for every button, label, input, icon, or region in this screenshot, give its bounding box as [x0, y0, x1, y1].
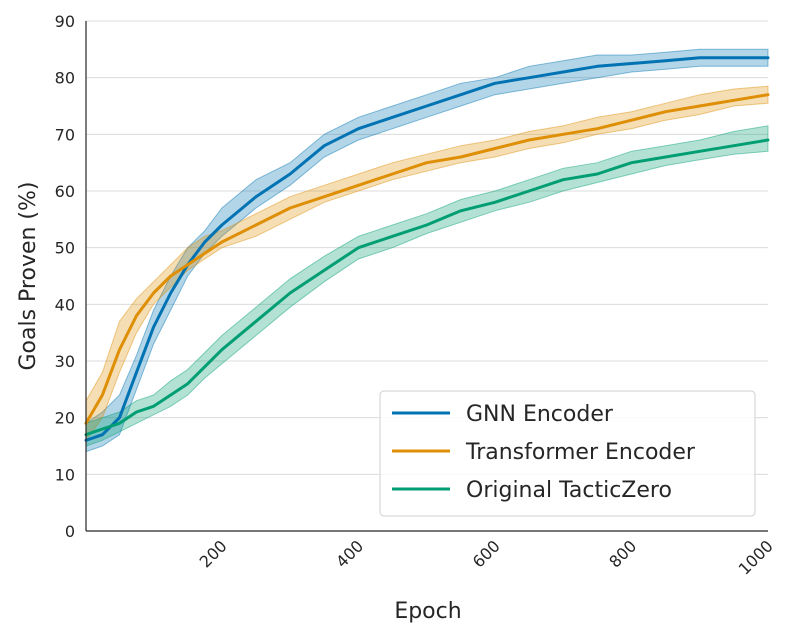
y-tick-label: 40: [55, 295, 75, 314]
y-tick-label: 80: [55, 69, 75, 88]
legend-label: Original TacticZero: [466, 478, 672, 503]
y-tick-label: 20: [55, 409, 75, 428]
y-tick-labels: 0 10 20 30 40 50 60 70 80 90: [55, 12, 75, 541]
y-tick-label: 50: [55, 239, 75, 258]
x-tick-label: 1000: [735, 536, 777, 578]
x-tick-label: 800: [605, 536, 640, 571]
series-lines: [84, 56, 770, 442]
legend-label: Transformer Encoder: [465, 440, 696, 465]
y-tick-label: 30: [55, 352, 75, 371]
legend-box: [379, 390, 756, 517]
band-gnn-encoder: [85, 48, 769, 453]
x-tick-label: 600: [469, 536, 504, 571]
y-tick-label: 10: [55, 465, 75, 484]
legend-label: GNN Encoder: [466, 402, 614, 427]
band-original-tacticzero: [85, 125, 769, 447]
line-gnn-encoder: [84, 56, 770, 442]
y-tick-label: 90: [55, 12, 75, 31]
x-tick-label: 200: [196, 536, 231, 571]
y-tick-label: 60: [55, 182, 75, 201]
x-tick-label: 400: [332, 536, 367, 571]
line-transformer-encoder: [84, 93, 770, 425]
line-original-tacticzero: [84, 138, 770, 437]
confidence-bands: [85, 48, 769, 453]
x-tick-labels: 200 400 600 800 1000: [196, 536, 777, 578]
y-axis-label: Goals Proven (%): [16, 181, 41, 370]
axes: [85, 21, 768, 532]
legend: GNN Encoder Transformer Encoder Original T…: [379, 390, 756, 517]
band-transformer-encoder: [85, 85, 769, 442]
x-axis-label: Epoch: [394, 599, 461, 624]
y-tick-label: 70: [55, 125, 75, 144]
y-tick-label: 0: [65, 522, 75, 541]
